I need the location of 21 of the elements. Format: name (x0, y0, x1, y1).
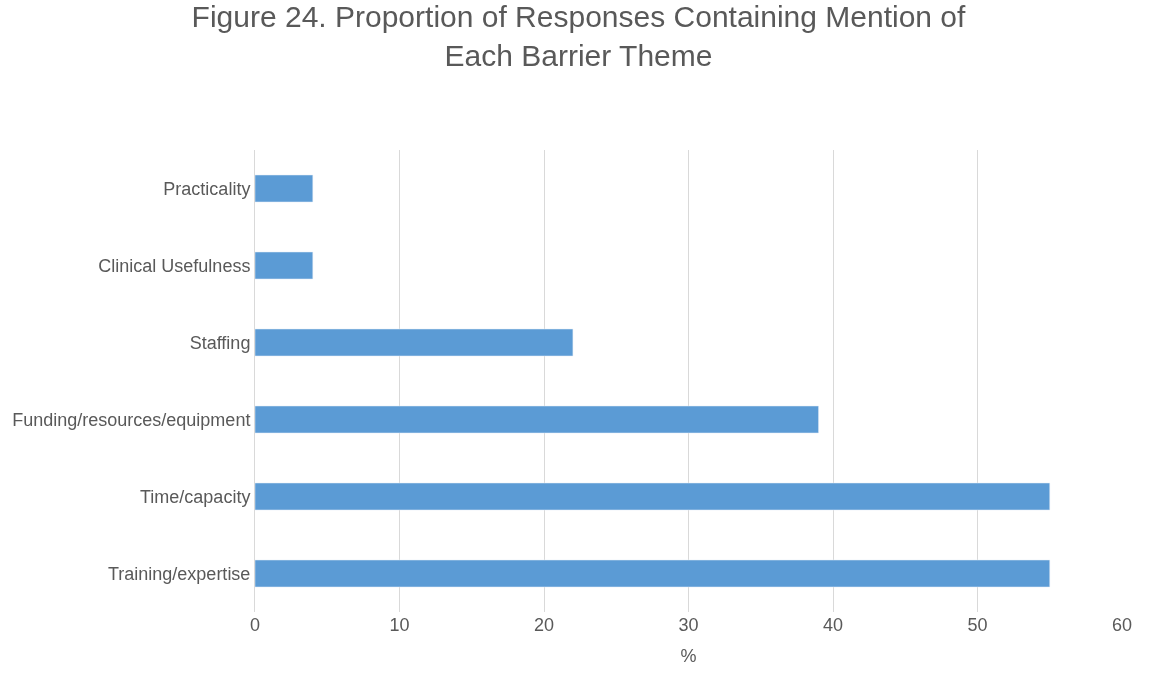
chart-title: Figure 24. Proportion of Responses Containing Mention of Each Barrier Theme (191, 0, 967, 72)
y-tick-label: Staffing (189, 332, 251, 353)
bar (255, 328, 574, 357)
bar (255, 559, 1050, 588)
bar (255, 405, 819, 434)
y-tick-label: Practicality (163, 178, 251, 199)
bar (255, 174, 314, 203)
x-tick-label: 50 (967, 615, 988, 635)
x-tick-label: 60 (1111, 615, 1133, 635)
x-tick-label: 20 (533, 615, 555, 635)
x-tick-label: 10 (389, 615, 410, 635)
bar (255, 482, 1050, 511)
bar (255, 251, 314, 280)
x-tick-label: 30 (678, 615, 699, 635)
y-tick-label: Time/capacity (140, 486, 251, 507)
x-tick-label: 40 (822, 615, 844, 635)
x-tick-label: 0 (249, 615, 261, 635)
x-axis-title: % (680, 646, 697, 667)
y-tick-label: Funding/resources/equipment (12, 409, 251, 430)
y-tick-label: Clinical Usefulness (98, 255, 251, 276)
y-tick-label: Training/expertise (107, 563, 251, 584)
